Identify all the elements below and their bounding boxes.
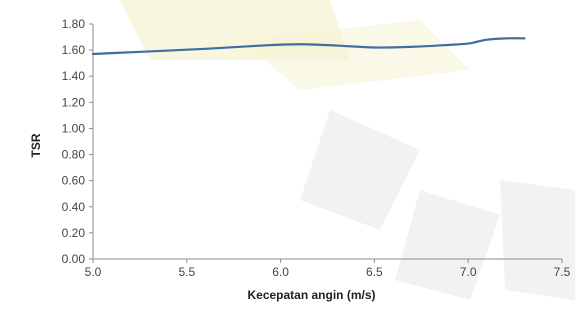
watermark-shape	[240, 20, 470, 90]
x-axis-title: Kecepatan angin (m/s)	[247, 288, 375, 302]
axis-labels: 0.00 0.20 0.40 0.60 0.80 1.00 1.20 1.40 1.60 1.80…	[29, 17, 571, 302]
y-tick-label: 0.80	[62, 148, 86, 162]
watermark-shape	[500, 180, 575, 300]
y-tick-label: 1.00	[62, 121, 86, 135]
x-tick-label: 5.0	[85, 265, 102, 279]
watermark	[120, 0, 575, 300]
x-tick-label: 6.0	[272, 265, 289, 279]
y-axis-title: TSR	[29, 133, 43, 157]
x-tick-label: 7.0	[460, 265, 477, 279]
y-tick-label: 1.60	[62, 43, 86, 57]
watermark-shape	[300, 110, 420, 230]
x-tick-label: 6.5	[366, 265, 383, 279]
y-tick-label: 1.20	[62, 95, 86, 109]
y-tick-label: 1.40	[62, 69, 86, 83]
y-tick-label: 0.40	[62, 200, 86, 214]
watermark-shape	[395, 190, 500, 300]
axes	[89, 23, 563, 263]
y-tick-label: 0.00	[62, 252, 86, 266]
x-tick-label: 5.5	[178, 265, 195, 279]
series-line-0	[91, 37, 526, 56]
x-tick-label: 7.5	[554, 265, 571, 279]
y-tick-label: 1.80	[62, 17, 86, 31]
series-layer	[91, 37, 526, 56]
y-tick-label: 0.60	[62, 174, 86, 188]
y-tick-label: 0.20	[62, 226, 86, 240]
